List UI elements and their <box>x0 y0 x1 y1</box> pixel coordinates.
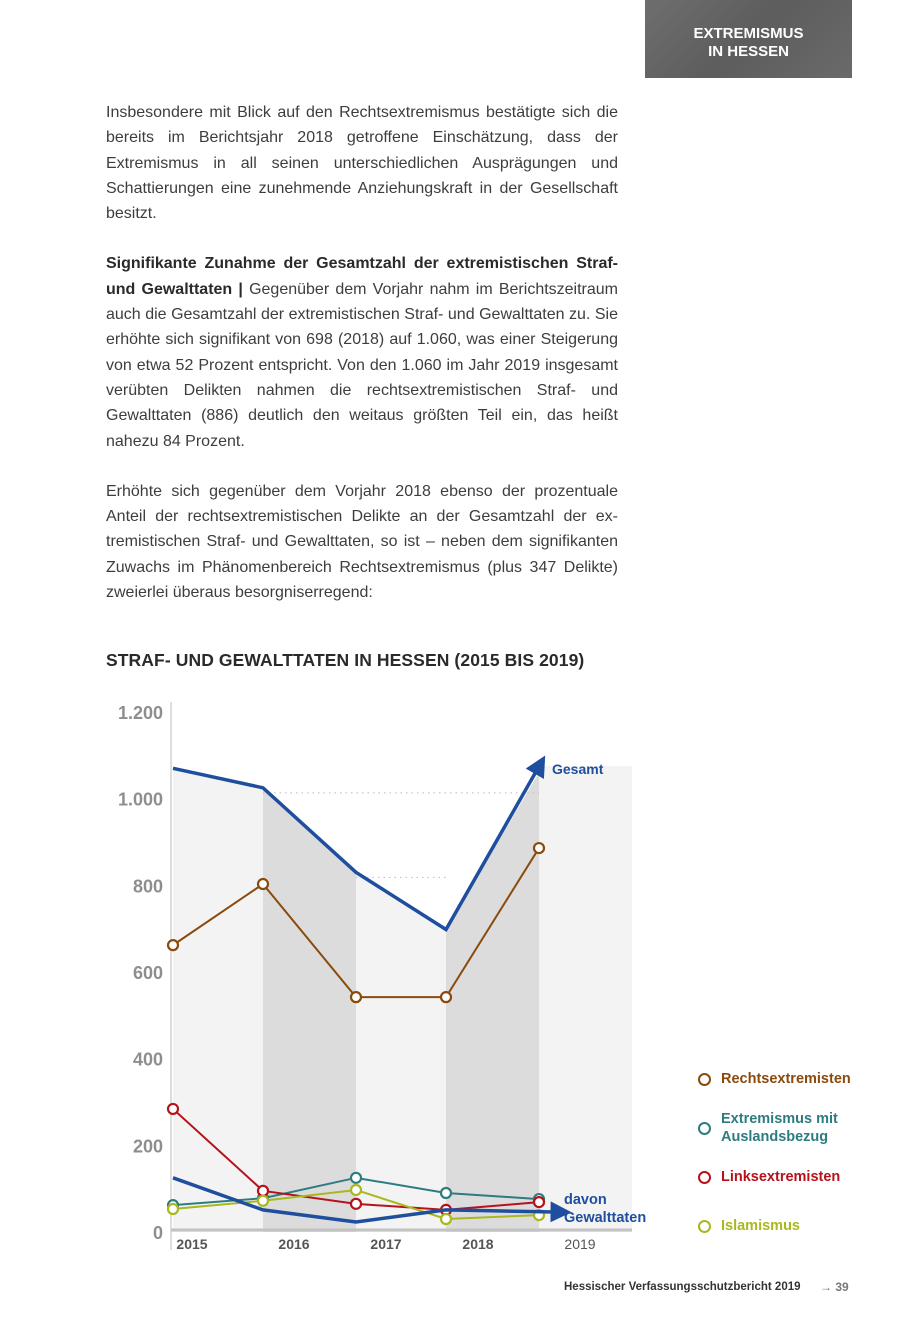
data-point <box>256 1194 270 1207</box>
legend-label-line2: Auslandsbezug <box>721 1129 829 1145</box>
legend-marker-icon <box>698 1072 711 1086</box>
legend-marker-icon <box>698 1170 711 1184</box>
series-line-gesamt <box>172 755 546 932</box>
data-point <box>166 1102 180 1116</box>
footer-title: Hessischer Verfassungsschutzbericht 2019 <box>564 1281 801 1293</box>
paragraph-2-heading: Signifikante Zunahme der Gesamtzahl der … <box>106 255 618 298</box>
x-tick-label: 2018 <box>462 1236 493 1252</box>
label-gewalttaten: Gewalttaten <box>564 1210 646 1226</box>
year-band <box>539 766 632 1232</box>
y-tick-label: 1.200 <box>118 703 163 723</box>
label-gesamt: Gesamt <box>552 761 604 777</box>
legend-label: Islamismus <box>721 1218 800 1234</box>
data-point <box>166 939 180 952</box>
legend-label: Linksextremisten <box>721 1169 841 1185</box>
year-band <box>356 766 446 1232</box>
series-line-davon-gewalttaten <box>172 1176 572 1224</box>
data-point <box>349 991 363 1004</box>
y-tick-label: 200 <box>133 1136 163 1156</box>
body-text: Insbesondere mit Blick auf den Rechtsext… <box>106 100 618 630</box>
legend-marker-icon <box>698 1219 711 1233</box>
data-point <box>532 841 546 855</box>
background-bands <box>173 766 632 1232</box>
data-point <box>256 877 270 891</box>
data-point <box>439 991 453 1004</box>
data-point <box>349 1171 363 1184</box>
legend-label-line1: Extremismus mit <box>721 1111 838 1127</box>
paragraph-1: Insbesondere mit Blick auf den Rechtsext… <box>106 104 618 223</box>
page-number: → 39 <box>820 1280 849 1294</box>
data-point <box>439 1186 453 1200</box>
chart-title: STRAF- UND GEWALTTATEN IN HESSEN (2015 B… <box>106 650 585 670</box>
section-tab: EXTREMISMUS IN HESSEN <box>645 0 852 78</box>
legend-rechtsextremisten: Rechtsextremisten <box>698 1070 851 1088</box>
y-tick-label: 1.000 <box>118 790 163 810</box>
paragraph-2-text: Gegenüber dem Vorjahr nahm im Berichtsze… <box>106 280 619 450</box>
data-point <box>349 1183 363 1197</box>
legend-linksextremisten: Linksextremisten <box>698 1168 840 1186</box>
x-tick-label: 2019 <box>564 1236 595 1252</box>
year-band <box>173 766 263 1232</box>
x-tick-label: 2015 <box>176 1236 207 1252</box>
year-band <box>263 766 356 1232</box>
legend-islamismus: Islamismus <box>698 1217 800 1235</box>
y-tick-label: 400 <box>133 1050 163 1070</box>
y-tick-label: 800 <box>133 876 163 896</box>
legend-marker-icon <box>698 1121 711 1135</box>
data-point <box>256 1184 270 1197</box>
x-tick-label: 2017 <box>370 1236 401 1252</box>
paragraph-2: Signifikante Zunahme der Gesamtzahl der … <box>106 251 618 453</box>
legend-label: Extremismus mit Auslandsbezug <box>721 1110 838 1146</box>
y-tick-label: 0 <box>153 1223 163 1243</box>
legend-label: Rechtsextremisten <box>721 1071 851 1087</box>
data-point <box>166 1202 180 1216</box>
paragraph-3: Erhöhte sich gegenüber dem Vorjahr 2018 … <box>106 482 618 602</box>
data-point <box>532 1195 546 1209</box>
label-davon: davon <box>564 1192 607 1208</box>
y-tick-label: 600 <box>133 963 163 983</box>
section-tab-line1: EXTREMISMUS <box>693 25 804 42</box>
x-tick-label: 2016 <box>278 1236 309 1252</box>
legend-auslandsbezug: Extremismus mit Auslandsbezug <box>698 1110 838 1146</box>
section-tab-line2: IN HESSEN <box>708 43 789 60</box>
data-point <box>349 1197 363 1210</box>
data-point <box>439 1212 453 1226</box>
